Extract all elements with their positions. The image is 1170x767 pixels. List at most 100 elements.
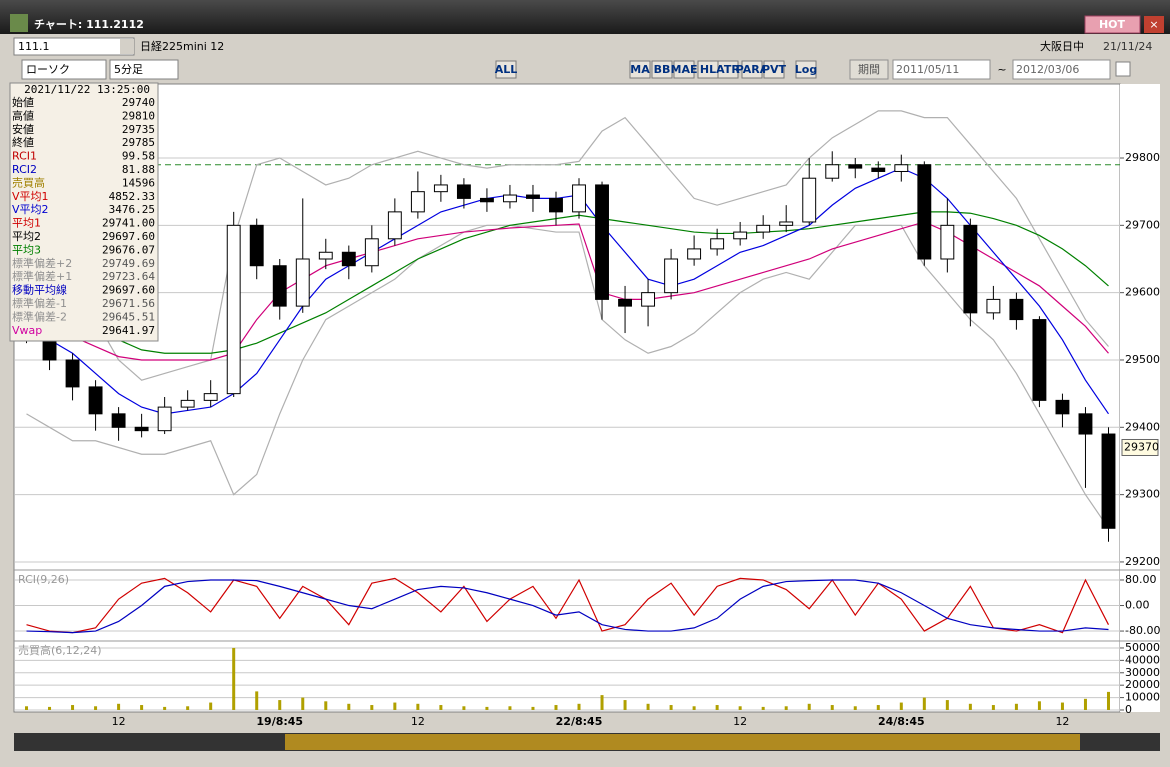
volume-bar — [531, 706, 535, 710]
interval: 5分足 — [114, 63, 143, 76]
info-value: 29641.97 — [102, 324, 155, 337]
candle-body — [1078, 413, 1093, 435]
volume-bar — [71, 705, 75, 710]
indicator-button[interactable] — [673, 60, 695, 79]
volume-bar — [876, 705, 880, 710]
indicator-button[interactable] — [651, 60, 673, 79]
window-title: チャート: 111.2112 — [34, 18, 144, 31]
symbol-code: 111.1 — [18, 40, 50, 53]
volume-bar — [324, 701, 328, 710]
volume-bar — [646, 703, 650, 710]
candle-body — [503, 194, 517, 203]
candle-body — [572, 184, 586, 213]
volume-bar — [669, 705, 673, 710]
series-line — [26, 577, 1110, 634]
info-label: V平均1 — [12, 190, 49, 203]
volume-bar — [554, 705, 558, 710]
x-tick-label: 12 — [1055, 715, 1069, 728]
info-value: 29741.00 — [102, 217, 155, 230]
candle-body — [848, 164, 863, 169]
indicator-label: PVT — [762, 63, 787, 76]
indicator-button[interactable] — [717, 60, 739, 79]
series-line — [26, 579, 1109, 634]
period-button[interactable] — [849, 59, 889, 80]
y-tick-label: 40000 — [1125, 653, 1160, 666]
info-value: 3476.25 — [109, 203, 155, 216]
candle-body — [871, 167, 886, 172]
symbol-dropdown[interactable] — [120, 39, 134, 54]
volume-bar — [232, 647, 236, 710]
volume-bar — [945, 700, 949, 710]
indicator-button[interactable] — [629, 60, 651, 79]
indicator-button[interactable] — [741, 60, 763, 79]
info-value: 29735 — [122, 123, 155, 136]
date-separator: ~ — [997, 63, 1006, 76]
volume-bar — [140, 705, 144, 710]
candle-body — [295, 258, 310, 307]
interval-select[interactable] — [109, 59, 179, 80]
indicator-label: HL — [700, 63, 716, 76]
info-label: RCI1 — [12, 150, 37, 163]
volume-bar — [1037, 701, 1041, 710]
end-date-input[interactable] — [1012, 59, 1111, 80]
start-date-input[interactable] — [892, 59, 991, 80]
candle-body — [318, 251, 333, 260]
app-icon — [10, 14, 28, 32]
volume-bar — [577, 703, 581, 710]
info-value: 29697.60 — [102, 230, 155, 243]
y-tick-label: 29700 — [1125, 218, 1160, 231]
candle-body — [963, 224, 978, 314]
y-tick-label: 29500 — [1125, 353, 1160, 366]
chart-style: ローソク — [26, 63, 70, 76]
hot-button[interactable] — [1084, 15, 1141, 34]
candle-body — [802, 177, 817, 223]
volume-bar — [922, 697, 926, 710]
volume-bar — [830, 705, 834, 710]
candle-body — [410, 191, 425, 213]
volume-bar — [623, 700, 627, 710]
info-label: V平均2 — [12, 203, 49, 216]
close-button[interactable] — [1144, 16, 1164, 33]
candle-body — [549, 197, 563, 213]
volume-bar — [25, 706, 29, 710]
candle-body — [88, 386, 103, 415]
checkbox[interactable] — [1115, 61, 1131, 77]
volume-bar — [968, 703, 972, 710]
indicator-button[interactable] — [795, 60, 817, 79]
x-tick-label: 19/8:45 — [256, 715, 303, 728]
info-label: 標準偏差+1 — [12, 269, 72, 283]
candle-body — [986, 298, 1001, 314]
volume-bar — [370, 705, 374, 710]
volume-bar — [991, 705, 995, 710]
candle-body — [595, 184, 609, 300]
chart-style-select[interactable] — [21, 59, 107, 80]
candle-body — [65, 359, 80, 388]
volume-bar — [163, 706, 167, 710]
candle-body — [111, 413, 126, 428]
volume-bar — [117, 703, 121, 710]
scrollbar-thumb[interactable] — [285, 734, 1080, 750]
info-label: 平均2 — [12, 230, 41, 243]
info-value: 14596 — [122, 176, 155, 189]
x-tick-label: 22/8:45 — [556, 715, 603, 728]
axis-area — [1120, 84, 1160, 712]
indicator-button[interactable] — [495, 60, 517, 79]
candle-body — [203, 393, 218, 401]
volume-bar — [255, 691, 259, 710]
candle-body — [1009, 298, 1024, 321]
candle-body — [157, 406, 172, 432]
info-value: 29697.60 — [102, 284, 155, 297]
indicator-button[interactable] — [763, 60, 785, 79]
volume-bar — [1014, 703, 1018, 710]
volume-bar — [278, 700, 282, 710]
y-tick-label: 0.00 — [1125, 599, 1150, 612]
volume-bar — [784, 706, 788, 710]
candle-body — [940, 224, 955, 260]
y-tick-label: 50000 — [1125, 641, 1160, 654]
candle-body — [664, 258, 679, 294]
pane-title: RCI(9,26) — [18, 573, 69, 586]
candle-body — [272, 265, 287, 307]
candle-body — [526, 194, 540, 199]
